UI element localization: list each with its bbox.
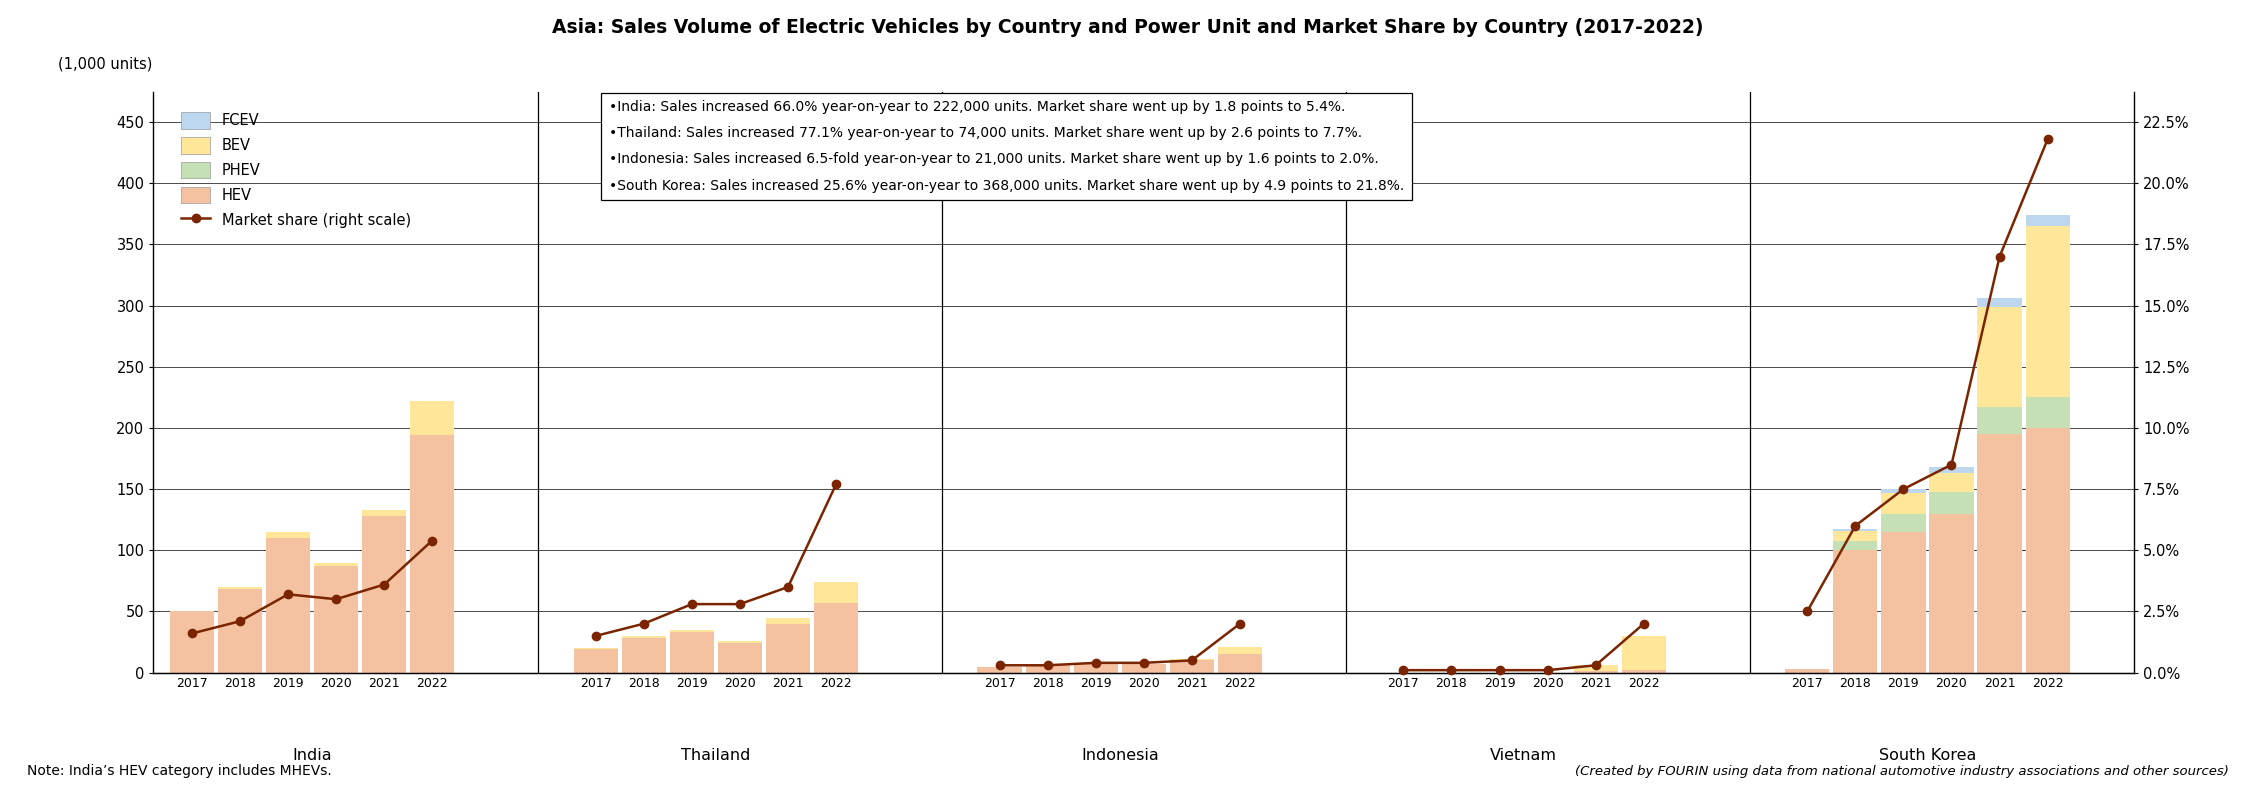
- Bar: [1882, 489, 1927, 493]
- Bar: [1026, 665, 1069, 673]
- Bar: [814, 582, 857, 603]
- Bar: [1979, 298, 2021, 306]
- Text: Asia: Sales Volume of Electric Vehicles by Country and Power Unit and Market Sha: Asia: Sales Volume of Electric Vehicles …: [553, 18, 1703, 37]
- Bar: [814, 603, 857, 673]
- Bar: [623, 638, 666, 673]
- Bar: [765, 618, 810, 624]
- Bar: [169, 611, 214, 673]
- Text: Indonesia: Indonesia: [1081, 748, 1160, 763]
- Bar: [2026, 397, 2069, 428]
- Bar: [1834, 540, 1877, 550]
- Bar: [573, 650, 618, 673]
- Bar: [1979, 434, 2021, 673]
- Bar: [2026, 428, 2069, 673]
- Bar: [266, 532, 309, 538]
- Bar: [219, 589, 262, 673]
- Bar: [219, 587, 262, 589]
- Bar: [1929, 467, 1974, 473]
- Bar: [1834, 529, 1877, 531]
- Bar: [977, 666, 1022, 673]
- Bar: [1575, 671, 1618, 673]
- Bar: [1882, 532, 1927, 673]
- Text: Note: India’s HEV category includes MHEVs.: Note: India’s HEV category includes MHEV…: [27, 764, 332, 778]
- Text: •India: Sales increased 66.0% year-on-year to 222,000 units. Market share went u: •India: Sales increased 66.0% year-on-ye…: [609, 100, 1403, 193]
- Bar: [266, 538, 309, 673]
- Bar: [361, 516, 406, 673]
- Bar: [411, 435, 453, 673]
- Bar: [314, 563, 359, 566]
- Bar: [670, 630, 713, 632]
- Bar: [1929, 473, 1974, 492]
- Bar: [1622, 670, 1665, 673]
- Bar: [361, 510, 406, 516]
- Bar: [1882, 493, 1927, 513]
- Bar: [1979, 306, 2021, 408]
- Bar: [1784, 669, 1830, 673]
- Bar: [2026, 215, 2069, 226]
- Text: (1,000 units): (1,000 units): [59, 57, 153, 71]
- Legend: FCEV, BEV, PHEV, HEV, Market share (right scale): FCEV, BEV, PHEV, HEV, Market share (righ…: [176, 107, 415, 232]
- Bar: [1882, 513, 1927, 532]
- Bar: [717, 643, 763, 673]
- Text: Thailand: Thailand: [681, 748, 751, 763]
- Text: (Created by FOURIN using data from national automotive industry associations and: (Created by FOURIN using data from natio…: [1575, 766, 2229, 778]
- Bar: [1834, 531, 1877, 540]
- Text: India: India: [293, 748, 332, 763]
- Bar: [1171, 659, 1214, 661]
- Bar: [314, 566, 359, 673]
- Bar: [2026, 226, 2069, 397]
- Text: Vietnam: Vietnam: [1491, 748, 1557, 763]
- Bar: [1622, 636, 1665, 670]
- Bar: [1834, 550, 1877, 673]
- Text: South Korea: South Korea: [1879, 748, 1976, 763]
- Bar: [1929, 492, 1974, 513]
- Bar: [1575, 665, 1618, 671]
- Bar: [1929, 513, 1974, 673]
- Bar: [1121, 664, 1166, 673]
- Bar: [670, 632, 713, 673]
- Bar: [765, 624, 810, 673]
- Bar: [1074, 664, 1117, 673]
- Bar: [411, 401, 453, 435]
- Bar: [573, 648, 618, 650]
- Bar: [623, 636, 666, 638]
- Bar: [1171, 661, 1214, 673]
- Bar: [1979, 408, 2021, 434]
- Bar: [717, 641, 763, 643]
- Bar: [1218, 647, 1261, 654]
- Bar: [1218, 654, 1261, 673]
